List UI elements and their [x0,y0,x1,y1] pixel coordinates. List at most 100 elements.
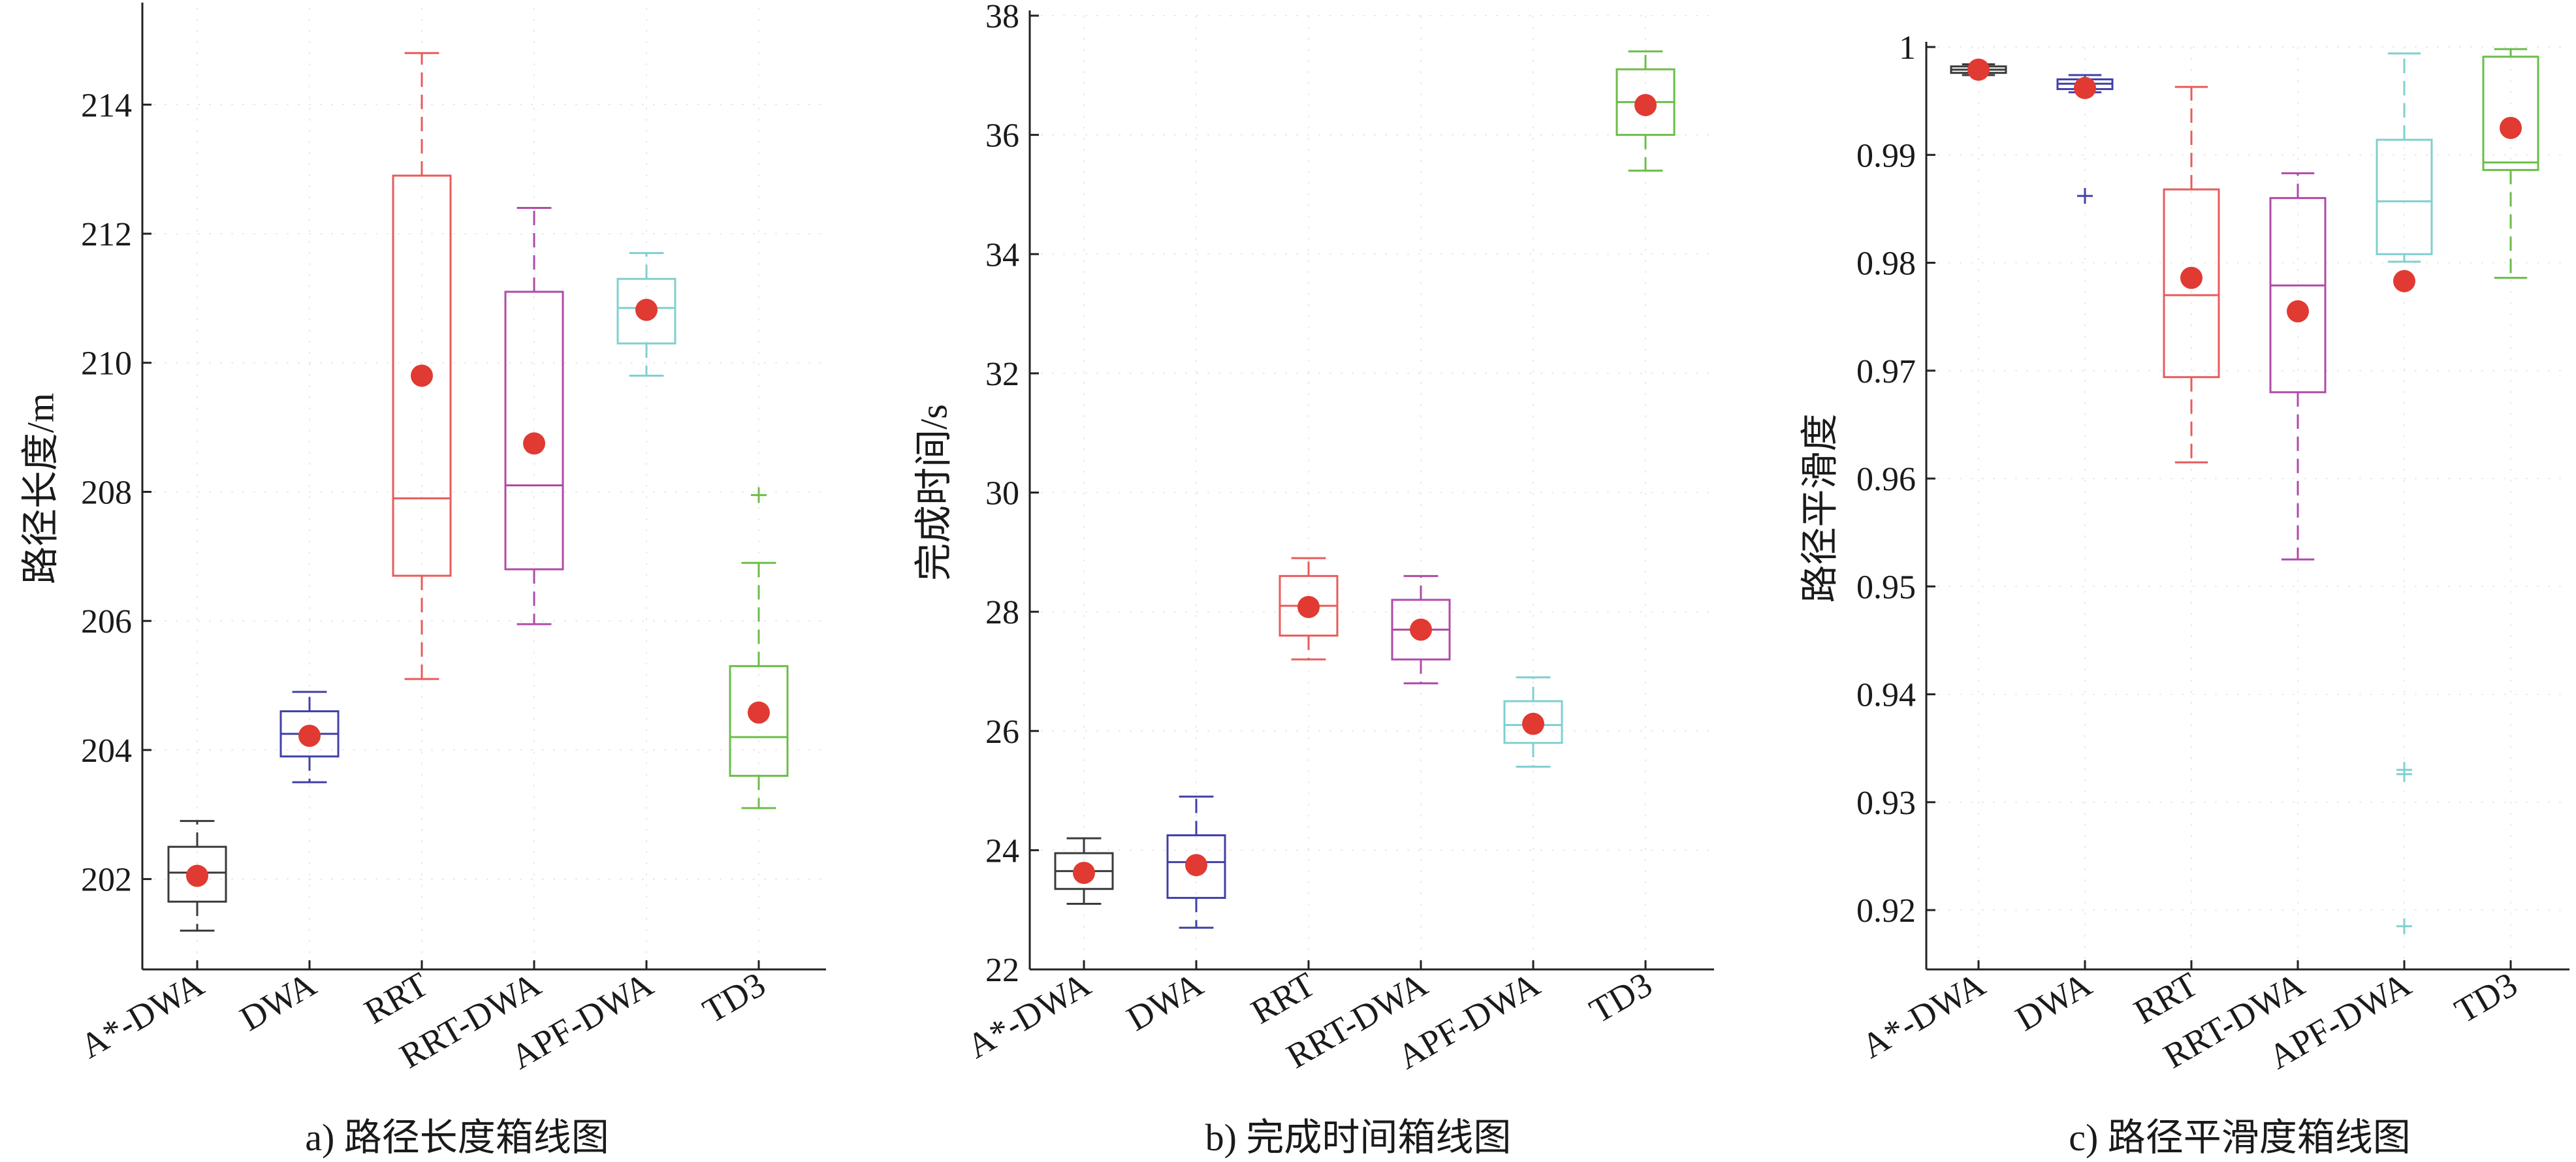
y-tick-label: 0.97 [1856,353,1916,390]
panel-c: 0.92 0.93 0.94 0.95 0.96 0.97 0.98 0.99 1 A*-DWA D… [1799,29,2569,1159]
panel-caption: a) 路径长度箱线图 [305,1116,609,1159]
mean-marker [1073,862,1095,885]
y-axis-title: 路径长度/m [20,393,62,584]
y-tick-label: 210 [81,345,132,383]
outlier-marker [751,487,767,503]
y-axis-title: 完成时间/s [913,404,955,581]
y-tick-label: 22 [985,952,1019,989]
y-tick-label: 0.93 [1856,785,1916,822]
y-tick-label: 24 [985,832,1019,870]
y-tick-label: 1 [1899,29,1916,67]
mean-marker [1634,93,1657,116]
panel-caption: c) 路径平滑度箱线图 [2069,1116,2411,1159]
box-dwa [279,691,340,783]
y-tick-label: 204 [81,732,132,770]
y-tick-label: 0.92 [1856,892,1916,930]
iqr-box [2269,196,2327,394]
y-tick-label: 38 [985,0,1019,35]
iqr-box [729,665,789,777]
mean-marker [1185,854,1207,877]
grid [1030,15,1714,970]
mean-marker [2074,76,2096,99]
box-apf-dwa [1503,676,1563,768]
mean-marker [1967,58,1990,81]
y-tick-label: 0.98 [1856,245,1916,283]
outlier-marker [2396,766,2412,782]
y-tick-label: 0.94 [1856,677,1916,714]
box-dwa [2056,74,2114,204]
box-rrt-dwa [504,206,564,625]
mean-marker [411,364,433,387]
x-tick-label-a-star-dwa: A*-DWA [1855,964,1992,1065]
box-rrt-dwa [2269,172,2327,561]
mean-marker [2393,270,2415,292]
mean-marker [298,725,321,747]
outlier-marker [2396,918,2412,934]
y-tick-label: 206 [81,603,132,640]
grid [1926,46,2569,969]
x-tick-label-td3: TD3 [696,964,772,1030]
box-dwa [1166,795,1226,929]
y-tick-label: 32 [985,356,1019,393]
mean-marker [748,701,770,724]
iqr-box [392,174,452,577]
mean-marker [1410,618,1432,641]
x-tick-label-dwa: DWA [1120,964,1209,1038]
iqr-box [2482,55,2539,171]
box-rrt [2163,86,2220,463]
y-tick-label: 34 [985,236,1019,274]
box-apf-dwa [616,252,676,377]
mean-marker [2500,116,2522,139]
x-tick-label-dwa: DWA [2009,964,2098,1038]
y-tick-label: 30 [985,475,1019,512]
mean-marker [1522,712,1544,735]
y-tick-label: 0.95 [1856,569,1916,606]
iqr-box [2376,138,2433,255]
mean-marker [635,298,658,321]
y-tick-label: 208 [81,474,132,511]
y-tick-label: 36 [985,118,1019,155]
x-tick-label-td3: TD3 [2448,964,2524,1030]
box-a-star-dwa [1054,837,1114,905]
box-apf-dwa [2376,52,2433,934]
y-tick-label: 214 [81,87,132,124]
y-tick-label: 202 [81,862,132,899]
box-a-star-dwa [167,820,227,932]
x-tick-label-td3: TD3 [1583,964,1659,1030]
x-tick-label-a-star-dwa: A*-DWA [74,964,210,1065]
x-tick-label-rrt: RRT [358,964,435,1031]
y-tick-label: 26 [985,714,1019,751]
mean-marker [2180,266,2202,289]
iqr-box [504,290,564,571]
y-tick-label: 0.99 [1856,137,1916,174]
box-rrt-dwa [1391,574,1451,685]
outlier-marker [2077,188,2093,204]
box-td3 [2482,48,2539,279]
box-rrt [392,52,452,680]
x-tick-label-rrt: RRT [1245,964,1322,1031]
box-td3 [1615,50,1676,172]
box-a-star-dwa [1950,58,2007,81]
grid [142,8,826,969]
mean-marker [1297,595,1320,618]
iqr-box [1166,834,1226,899]
y-tick-label: 0.96 [1856,461,1916,498]
iqr-box [2163,188,2220,379]
x-tick-label-dwa: DWA [233,964,323,1038]
box-rrt [1279,557,1339,661]
box-td3 [729,487,789,809]
panel-caption: b) 完成时间箱线图 [1205,1116,1512,1159]
x-tick-label-a-star-dwa: A*-DWA [961,964,1097,1065]
iqr-box [167,845,227,903]
mean-marker [2287,300,2309,322]
iqr-box [1503,700,1563,744]
mean-marker [523,432,545,455]
mean-marker [186,864,208,887]
y-tick-label: 28 [985,594,1019,631]
iqr-box [616,277,676,345]
y-axis-title: 路径平滑度 [1799,413,1841,603]
y-tick-label: 212 [81,216,132,253]
